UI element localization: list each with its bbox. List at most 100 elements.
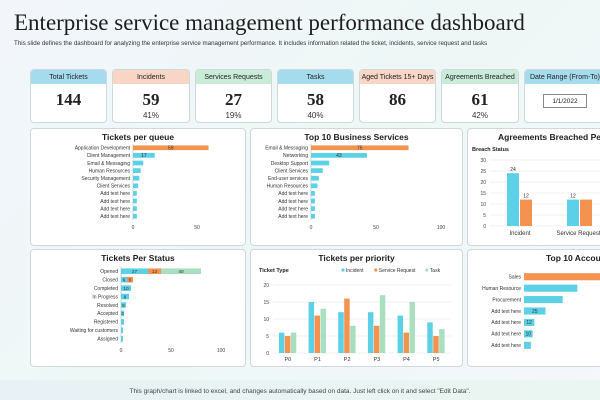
- x-tick-label: 50: [168, 348, 174, 354]
- y-tick-label: 20: [263, 283, 269, 289]
- category-label: P0: [284, 357, 291, 363]
- category-label: Add text here: [100, 214, 130, 220]
- kpi-label: Incidents: [113, 70, 189, 84]
- kpi-label: Date Range (From-To): [525, 70, 600, 84]
- category-label: Add text here: [491, 309, 521, 315]
- data-label: 10: [526, 332, 532, 338]
- bar: [524, 296, 563, 304]
- legend-title: Ticket Type: [259, 268, 289, 274]
- x-tick-label: 0: [120, 348, 123, 354]
- category-label: Networking: [283, 153, 308, 159]
- category-label: Closed: [102, 277, 118, 283]
- kpi-value: 59: [142, 90, 160, 109]
- data-label: 25: [532, 309, 538, 315]
- top-accounts-chart: Sales Human Resource Procurement Add text h…: [482, 273, 600, 349]
- data-label: 3: [121, 311, 124, 317]
- bar: [350, 325, 356, 353]
- kpi-percent: 19%: [225, 111, 242, 120]
- legend-title: Breach Status: [472, 147, 509, 153]
- bar: [311, 206, 315, 211]
- bar: [133, 168, 141, 173]
- bar: [133, 160, 144, 166]
- bar: [311, 175, 319, 181]
- legend-label: Service Request: [379, 268, 416, 274]
- category-label: Add text here: [100, 191, 130, 197]
- category-label: Application Development: [75, 146, 131, 152]
- category-label: Assigned: [97, 337, 118, 343]
- tickets-per-priority-chart: Ticket Type Incident Service Request Task 0 5…: [259, 268, 451, 363]
- category-label: Client Services: [97, 184, 131, 190]
- data-label: 5: [122, 303, 125, 309]
- bar: [133, 175, 140, 181]
- kpi-label: Total Tickets: [31, 70, 106, 84]
- page-title: Enterprise service management performanc…: [14, 10, 525, 35]
- category-label: Add text here: [491, 320, 521, 326]
- bar: [311, 198, 315, 204]
- data-label: 10: [123, 286, 129, 292]
- kpi-total-tickets: Total Tickets 144: [30, 69, 107, 123]
- bar: [397, 315, 404, 353]
- kpi-aged-tickets: Aged Tickets 15+ Days 86: [359, 69, 436, 123]
- x-tick-label: 100: [217, 348, 226, 354]
- bar: [133, 153, 155, 158]
- kpi-value: 86: [389, 90, 406, 109]
- category-label: P2: [344, 357, 351, 363]
- kpi-label: Agreements Breached: [442, 70, 518, 84]
- bar: [507, 173, 519, 226]
- category-label: Procurement: [492, 297, 521, 303]
- kpi-value: 61: [471, 90, 489, 109]
- chart-title: Top 10 Business Services: [304, 132, 409, 142]
- chart-title: Agreements Breached Per: [498, 132, 600, 142]
- kpi-label: Aged Tickets 15+ Days: [360, 70, 435, 84]
- footer-note: This graph/chart is linked to excel, and…: [129, 388, 471, 395]
- kpi-agreements-breached: Agreements Breached 61 42%: [441, 69, 519, 123]
- panel-tickets-per-priority: Tickets per priority Ticket Type Incident…: [250, 249, 463, 367]
- y-tick-label: 10: [263, 317, 269, 323]
- category-label: Add text here: [278, 206, 308, 212]
- page-subtitle: This slide defines the dashboard for ana…: [14, 40, 488, 47]
- kpi-percent: 41%: [142, 111, 159, 120]
- category-label: Add text here: [278, 199, 308, 205]
- kpi-tasks: Tasks 58 40%: [277, 69, 354, 123]
- x-tick-label: 0: [132, 225, 135, 231]
- chart-title: Tickets per priority: [318, 253, 395, 263]
- bar: [520, 199, 532, 226]
- category-label: Add text here: [278, 214, 308, 220]
- bar: [133, 183, 139, 189]
- data-label: 17: [141, 153, 147, 159]
- bar-segment: [121, 310, 124, 317]
- category-label: In Progress: [92, 294, 118, 300]
- kpi-value: 144: [55, 90, 82, 109]
- data-label: 12: [523, 194, 529, 200]
- bar: [580, 199, 592, 226]
- agreements-breached-chart: Breach Status 0 5 10 15 20 25 30 24 12 Incident 12 S…: [472, 147, 600, 237]
- kpi-percent: 40%: [307, 111, 324, 120]
- category-label: Resolved: [97, 303, 118, 309]
- tickets-per-status-chart: Opened 27 13 40 Closed 6 6 Completed 10 In Progre…: [70, 267, 226, 354]
- bar: [133, 191, 137, 196]
- category-label: Service Requests: [556, 231, 600, 237]
- category-label: Opened: [100, 269, 118, 275]
- category-label: Desktop Support: [271, 161, 309, 167]
- bar: [278, 332, 285, 353]
- date-range-field[interactable]: 1/1/2022: [543, 94, 587, 108]
- y-tick-label: 0: [266, 351, 269, 357]
- y-tick-label: 20: [480, 180, 486, 186]
- panel-tickets-per-status: Tickets Per Status Opened 27 13 40 Closed 6 6 C…: [30, 249, 246, 367]
- bar-segment: [121, 319, 124, 325]
- x-tick-label: 50: [373, 225, 379, 231]
- legend-label: Incident: [346, 268, 364, 274]
- x-tick-label: 0: [310, 225, 313, 231]
- data-label: 24: [510, 167, 516, 173]
- data-label: 27: [132, 269, 138, 275]
- kpi-label: Services Requests: [196, 70, 271, 84]
- category-label: P3: [373, 357, 380, 363]
- category-label: P1: [314, 357, 321, 363]
- kpi-percent: 42%: [471, 111, 488, 120]
- bar: [524, 341, 531, 349]
- kpi-incidents: Incidents 59 41%: [112, 69, 190, 123]
- bar: [373, 325, 380, 353]
- chart-title: Tickets per queue: [101, 132, 175, 142]
- bar-segment: [121, 293, 129, 300]
- panel-top-accounts: Top 10 Accounts Sales Human Resource Procu…: [467, 249, 600, 367]
